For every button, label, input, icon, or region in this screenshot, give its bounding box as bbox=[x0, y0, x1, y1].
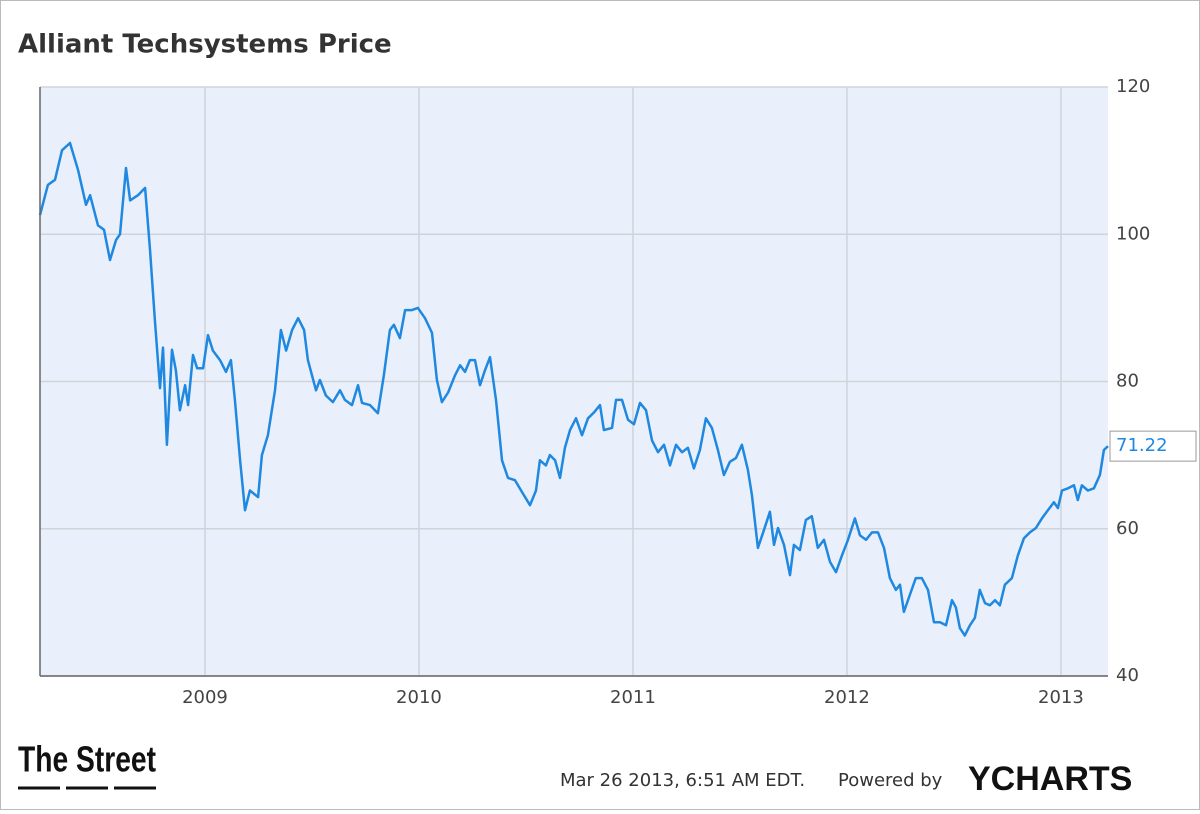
marks bbox=[38, 141, 1109, 637]
price-line bbox=[38, 141, 1109, 637]
y-tick-label: 120 bbox=[1116, 76, 1150, 97]
chart-title: Alliant Techsystems Price bbox=[18, 30, 392, 60]
x-tick-label: 2009 bbox=[182, 687, 228, 708]
x-tick-label: 2011 bbox=[610, 687, 656, 708]
grid bbox=[40, 86, 1108, 677]
last-value-box bbox=[1109, 430, 1197, 462]
x-tick-label: 2012 bbox=[824, 687, 870, 708]
y-tick-label: 100 bbox=[1116, 223, 1150, 244]
timestamp: Mar 26 2013, 6:51 AM EDT. bbox=[560, 770, 805, 791]
x-tick-label: 2013 bbox=[1038, 687, 1084, 708]
y-tick-label: 40 bbox=[1116, 665, 1139, 686]
x-tick-label: 2010 bbox=[396, 687, 442, 708]
y-tick-label: 60 bbox=[1116, 518, 1139, 539]
y-tick-label: 80 bbox=[1116, 371, 1139, 392]
brand: YCHARTS bbox=[968, 760, 1132, 798]
powered-by: Powered by bbox=[838, 770, 943, 791]
last-value-label: 71.22 bbox=[1116, 435, 1168, 456]
logo: The Street bbox=[18, 739, 156, 780]
